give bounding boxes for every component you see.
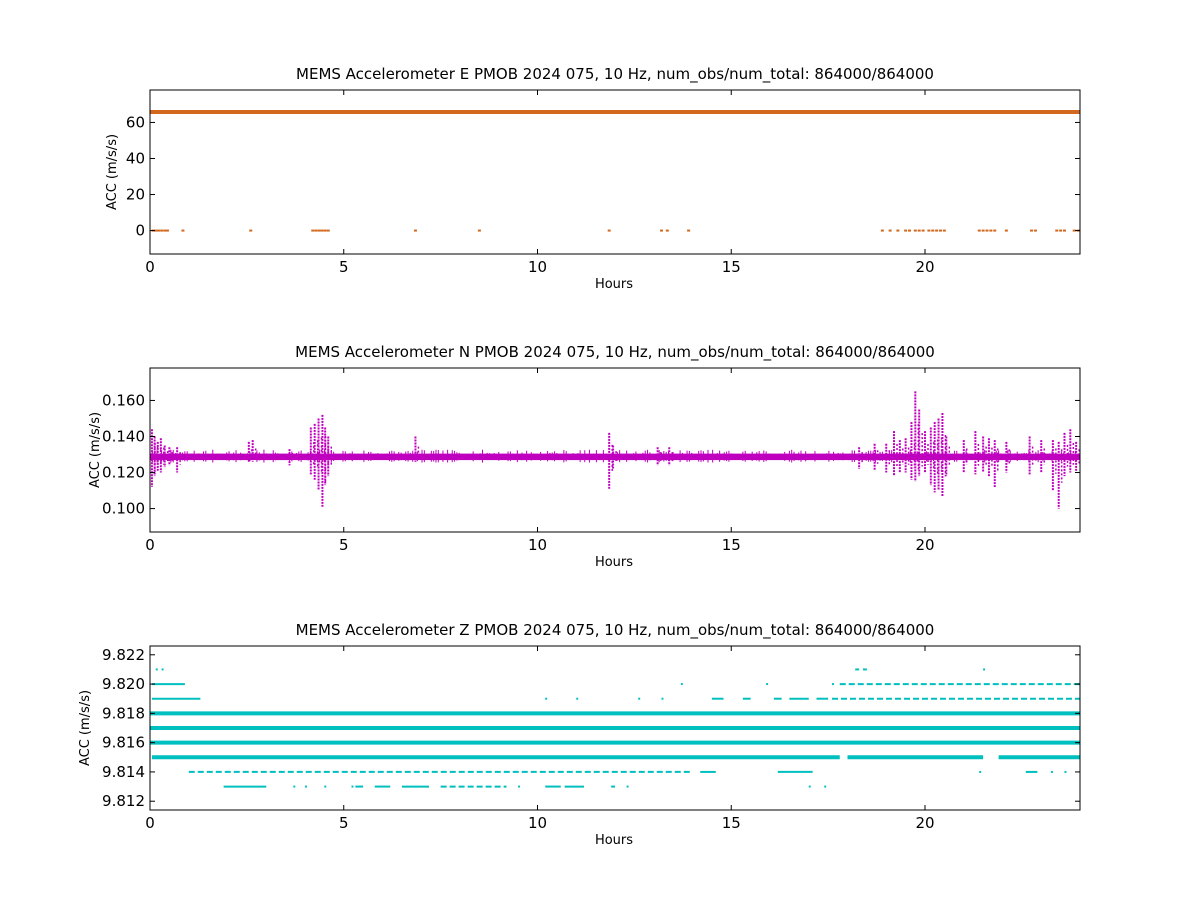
- y-tick-label: 0.140: [102, 427, 145, 445]
- data-point: [931, 229, 935, 232]
- data-point: [1033, 229, 1037, 232]
- plot-frame: [149, 645, 1081, 811]
- y-tick-label: 9.814: [102, 763, 145, 781]
- axes: 0 5 10 15 20 9.812 9.814 9.816 9.818 9.820 9.822: [102, 646, 1080, 832]
- x-tick-label: 5: [339, 258, 349, 276]
- data-point: [660, 229, 663, 232]
- x-axis-label: Hours: [595, 277, 633, 292]
- chart-panel-e: MEMS Accelerometer E PMOB 2024 075, 10 H…: [105, 65, 1081, 292]
- chart-panel-n: MEMS Accelerometer N PMOB 2024 075, 10 H…: [88, 343, 1081, 570]
- data-point: [927, 229, 931, 232]
- x-tick-label: 10: [528, 814, 547, 832]
- data-point: [477, 229, 481, 232]
- plot-marks: [150, 109, 1080, 232]
- x-tick-label: 15: [722, 536, 741, 554]
- data-point: [888, 229, 892, 232]
- data-point: [163, 229, 167, 232]
- data-point: [993, 229, 997, 232]
- data-point: [896, 229, 900, 232]
- data-point: [317, 229, 321, 232]
- data-point: [311, 229, 315, 232]
- data-point: [917, 229, 921, 232]
- x-tick-label: 0: [145, 258, 155, 276]
- data-point: [157, 229, 161, 232]
- x-tick-label: 10: [528, 536, 547, 554]
- axes: 0 5 10 15 20 0 20 40 60: [126, 90, 1080, 276]
- data-point: [1063, 229, 1066, 232]
- data-point: [939, 229, 942, 232]
- data-point: [977, 229, 981, 232]
- data-point: [181, 229, 185, 232]
- y-tick-label: 0.100: [102, 500, 145, 518]
- y-tick-label: 9.818: [102, 704, 145, 722]
- x-tick-label: 20: [915, 536, 934, 554]
- data-point: [165, 229, 169, 232]
- data-point: [323, 229, 327, 232]
- y-tick-label: 9.822: [102, 646, 145, 664]
- data-point: [1004, 229, 1008, 232]
- data-point: [665, 229, 669, 232]
- data-point: [154, 229, 158, 232]
- y-axis-label: ACC (m/s/s): [88, 412, 103, 488]
- data-point: [687, 229, 691, 232]
- data-point: [1055, 229, 1059, 232]
- data-point: [981, 229, 985, 232]
- data-point: [160, 229, 164, 232]
- plot-marks: [150, 668, 1080, 788]
- data-point: [320, 229, 324, 232]
- axes: 0 5 10 15 20 0.100 0.120 0.140 0.160: [102, 368, 1080, 554]
- data-point: [607, 229, 611, 232]
- y-tick-label: 9.816: [102, 734, 145, 752]
- y-tick-label: 60: [126, 113, 145, 131]
- data-point: [1059, 229, 1063, 232]
- x-tick-label: 20: [915, 258, 934, 276]
- data-point: [314, 229, 318, 232]
- x-tick-label: 5: [339, 814, 349, 832]
- y-tick-label: 40: [126, 149, 145, 167]
- data-point: [942, 229, 946, 232]
- chart-title: MEMS Accelerometer Z PMOB 2024 075, 10 H…: [296, 621, 935, 640]
- x-tick-label: 0: [145, 814, 155, 832]
- chart-title: MEMS Accelerometer N PMOB 2024 075, 10 H…: [295, 343, 935, 362]
- x-tick-label: 20: [915, 814, 934, 832]
- data-point: [880, 229, 884, 232]
- y-tick-label: 9.820: [102, 675, 145, 693]
- x-tick-label: 15: [722, 258, 741, 276]
- data-point: [1072, 229, 1076, 232]
- data-point: [1030, 229, 1034, 232]
- data-point: [249, 229, 253, 232]
- plot-frame: [149, 89, 1081, 255]
- plot-marks: [150, 391, 1080, 509]
- data-point: [908, 229, 911, 232]
- y-axis-label: ACC (m/s/s): [105, 134, 120, 210]
- x-axis-label: Hours: [595, 833, 633, 848]
- data-point: [921, 229, 925, 232]
- y-tick-label: 9.812: [102, 792, 145, 810]
- x-axis-label: Hours: [595, 555, 633, 570]
- x-tick-label: 5: [339, 536, 349, 554]
- y-tick-label: 0.120: [102, 464, 145, 482]
- x-tick-label: 15: [722, 814, 741, 832]
- data-point: [913, 229, 917, 232]
- y-tick-label: 0: [135, 222, 145, 240]
- y-axis-label: ACC (m/s/s): [78, 690, 93, 766]
- x-tick-label: 10: [528, 258, 547, 276]
- chart-panel-z: MEMS Accelerometer Z PMOB 2024 075, 10 H…: [78, 621, 1081, 848]
- y-tick-label: 20: [126, 186, 145, 204]
- data-point: [904, 229, 908, 232]
- y-tick-label: 0.160: [102, 391, 145, 409]
- plot-frame: [149, 367, 1081, 533]
- x-tick-label: 0: [145, 536, 155, 554]
- data-point: [989, 229, 993, 232]
- data-point: [985, 229, 989, 232]
- data-point: [413, 229, 417, 232]
- chart-title: MEMS Accelerometer E PMOB 2024 075, 10 H…: [296, 65, 934, 84]
- data-point: [326, 229, 330, 232]
- data-point: [935, 229, 939, 232]
